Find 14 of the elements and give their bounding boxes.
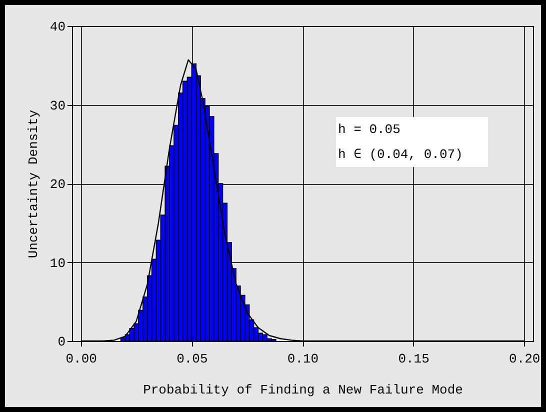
x-tick-label: 0.05	[176, 352, 208, 366]
x-tick-label: 0.10	[287, 352, 319, 366]
annotation: h = 0.05	[338, 121, 402, 139]
y-tick-label: 10	[50, 256, 66, 271]
x-tick-label: 0.00	[66, 352, 97, 366]
y-axis-title: Uncertainty Density	[26, 110, 41, 258]
annotation: h ∈ (0.04, 0.07)	[338, 146, 464, 164]
x-tick-label: 0.20	[509, 352, 540, 366]
x-tick-label: 0.15	[398, 352, 430, 366]
y-tick-label: 20	[50, 177, 66, 192]
y-tick-label: 0	[58, 334, 66, 350]
x-axis-title: Probability of Finding a New Failure Mode	[143, 382, 463, 398]
y-tick-label: 40	[50, 20, 66, 34]
y-tick-label: 30	[50, 98, 66, 114]
